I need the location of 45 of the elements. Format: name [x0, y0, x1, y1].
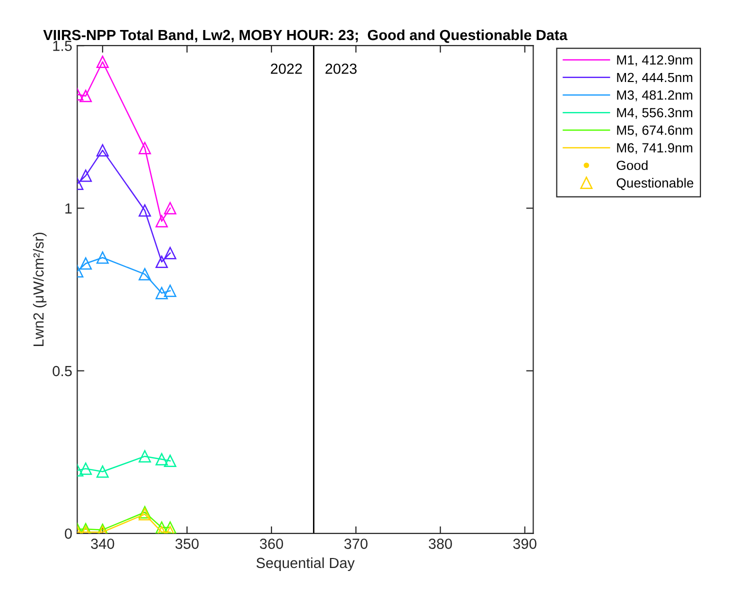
- legend-label: Questionable: [616, 178, 694, 190]
- x-tick-label: 340: [90, 538, 114, 549]
- legend-label: M5, 674.6nm: [617, 126, 692, 136]
- x-tick-label: 390: [513, 538, 536, 549]
- x-tick-label: 370: [344, 538, 368, 549]
- y-tick-label: 0.5: [52, 366, 72, 376]
- point: [80, 170, 92, 182]
- point: [138, 142, 151, 154]
- point: [156, 286, 168, 300]
- point: [138, 450, 151, 463]
- legend-label: Good: [616, 160, 648, 170]
- annotation: 2022: [270, 64, 302, 74]
- x-tick-label: 350: [175, 538, 199, 549]
- point: [138, 204, 151, 217]
- y-tick-label: 1.5: [53, 40, 72, 52]
- point: [156, 215, 168, 228]
- point: [80, 462, 92, 475]
- point: [164, 521, 176, 534]
- point: [164, 454, 176, 468]
- point: [156, 521, 168, 534]
- point: [96, 251, 109, 264]
- y-axis-title: Lwn2 (μW/cm²/sr): [32, 232, 47, 346]
- x-tick-label: 380: [428, 538, 452, 549]
- legend-label: M2, 444.5nm: [617, 72, 692, 84]
- legend-label: M3, 481.2nm: [617, 90, 692, 102]
- x-axis-title: Sequential Day: [256, 557, 355, 572]
- point: [96, 465, 109, 478]
- point: [164, 202, 176, 214]
- point: [96, 56, 109, 68]
- point: [164, 284, 176, 297]
- y-tick-label: 0: [64, 528, 72, 539]
- point: [156, 256, 168, 268]
- point: [138, 268, 151, 280]
- point: [80, 90, 92, 102]
- point: [156, 453, 168, 466]
- legend-label: M6, 741.9nm: [617, 143, 692, 154]
- x-tick-label: 360: [260, 538, 284, 549]
- y-tick-label: 1: [65, 203, 72, 214]
- point: [164, 246, 176, 260]
- legend-label: M4, 556.3nm: [617, 108, 692, 119]
- annotation: 2023: [326, 64, 357, 74]
- point: [80, 522, 92, 534]
- legend-label: M1, 412.9nm: [617, 55, 692, 66]
- point: [80, 257, 92, 270]
- point: [96, 144, 109, 156]
